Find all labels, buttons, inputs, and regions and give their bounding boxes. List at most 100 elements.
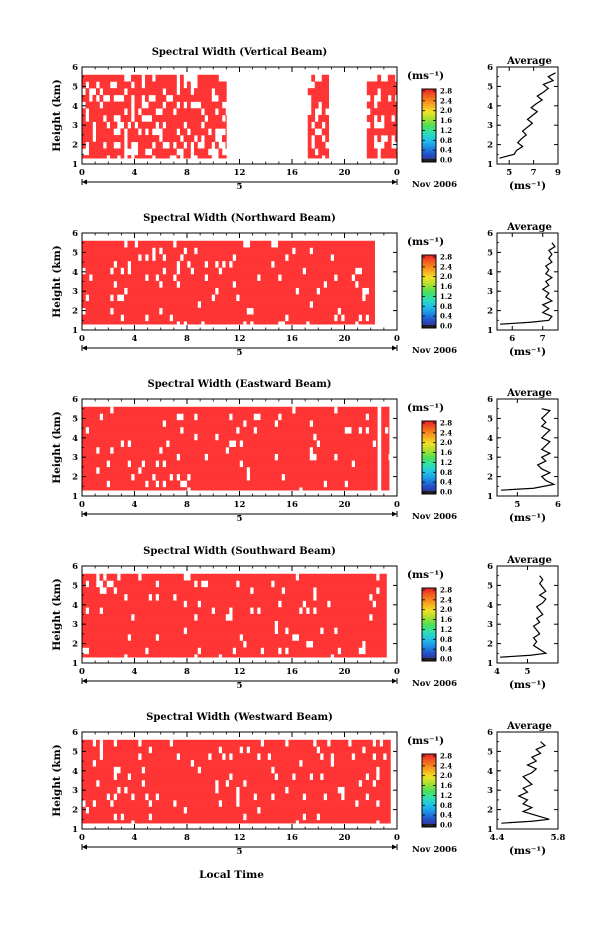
heatmap-cell [215, 753, 219, 761]
heatmap-cell [148, 773, 153, 781]
heatmap-cell [194, 260, 198, 268]
colorbar-band [422, 439, 436, 442]
heatmap-cell [355, 254, 359, 262]
colorbar-band [422, 629, 436, 633]
heatmap-cell [127, 467, 132, 475]
heatmap-cell [131, 460, 135, 468]
heatmap-cell [208, 573, 212, 581]
heatmap-cell [138, 634, 142, 642]
heatmap-cell [232, 420, 237, 428]
heatmap-cell [187, 88, 191, 96]
heatmap-cell [208, 634, 212, 642]
heatmap-cell [222, 301, 226, 309]
heatmap-cell [173, 88, 177, 96]
heatmap-cell [323, 460, 328, 468]
heatmap-cell [271, 307, 275, 315]
heatmap-cell [124, 487, 128, 491]
heatmap-cell [103, 101, 107, 109]
heatmap-cell [162, 135, 167, 143]
colorbar-tick-label: 2.4 [440, 428, 452, 437]
heatmap-cell [358, 634, 363, 642]
heatmap-cell [152, 620, 156, 628]
heatmap-cell [173, 294, 177, 302]
heatmap-cell [187, 81, 191, 89]
y-tick-label: 2 [72, 141, 78, 151]
heatmap-cell [246, 260, 251, 268]
heatmap-cell [117, 753, 121, 761]
heatmap-cell [159, 487, 163, 491]
heatmap-cell [113, 135, 118, 143]
heatmap-cell [271, 301, 275, 309]
heatmap-cell [166, 406, 170, 414]
heatmap-cell [313, 294, 317, 302]
heatmap-cell [169, 640, 174, 648]
heatmap-cell [169, 773, 174, 781]
heatmap-cell [257, 460, 261, 468]
heatmap-cell [117, 620, 121, 628]
heatmap-cell [327, 640, 331, 648]
heatmap-cell [166, 128, 170, 136]
heatmap-cell [166, 800, 170, 808]
x-tick-label: 4 [132, 500, 138, 510]
colorbar-band [422, 311, 436, 314]
heatmap-cell [194, 820, 198, 824]
heatmap-cell [208, 739, 212, 747]
heatmap-cell [148, 260, 153, 268]
heatmap-cell [313, 613, 317, 621]
heatmap-cell [323, 294, 328, 302]
heatmap-cell [351, 413, 356, 421]
heatmap-cell [103, 620, 107, 628]
heatmap-cell [106, 593, 111, 601]
colorbar-band [422, 595, 436, 598]
heatmap-cell [85, 247, 90, 255]
heatmap-cell [302, 587, 307, 595]
heatmap-cell [222, 135, 226, 143]
heatmap-cell [159, 480, 163, 488]
heatmap-cell [260, 460, 265, 468]
heatmap-cell [162, 753, 167, 761]
heatmap-cell [232, 467, 237, 475]
heatmap-cell [358, 480, 363, 488]
heatmap-cell [306, 634, 310, 642]
heatmap-cell [380, 155, 385, 159]
heatmap-cell [225, 114, 227, 122]
heatmap-cell [138, 800, 142, 808]
heatmap-cell [362, 413, 366, 421]
heatmap-cell [370, 155, 375, 159]
heatmap-cell [99, 766, 104, 774]
heatmap-cell [173, 314, 177, 322]
heatmap-cell [166, 135, 170, 143]
heatmap-cell [215, 446, 219, 454]
heatmap-cell [362, 654, 366, 658]
heatmap-cell [372, 573, 377, 581]
heatmap-cell [127, 301, 132, 309]
heatmap-cell [197, 800, 202, 808]
heatmap-cell [152, 307, 156, 315]
heatmap-cell [362, 280, 366, 288]
heatmap-cell [267, 487, 272, 491]
heatmap-cell [117, 813, 121, 821]
heatmap-cell [120, 779, 125, 787]
heatmap-cell [162, 294, 167, 302]
heatmap-cell [351, 587, 356, 595]
heatmap-cell [394, 114, 398, 122]
heatmap-cell [120, 573, 125, 581]
heatmap-cell [257, 580, 261, 588]
heatmap-cell [162, 247, 167, 255]
heatmap-cell [141, 647, 146, 655]
heatmap-cell [229, 480, 233, 488]
heatmap-cell [169, 274, 174, 282]
heatmap-cell [176, 647, 181, 655]
heatmap-cell [201, 620, 205, 628]
heatmap-cell [138, 155, 142, 159]
heatmap-cell [264, 294, 268, 302]
heatmap-cell [124, 453, 128, 461]
colorbar-band [422, 631, 436, 635]
heatmap-cell [159, 613, 163, 621]
heatmap-cell [127, 607, 132, 615]
heatmap-cell [148, 74, 153, 82]
heatmap-cell [201, 607, 205, 615]
y-tick-label: 6 [72, 229, 78, 239]
heatmap-cell [187, 800, 191, 808]
heatmap-cell [99, 155, 104, 159]
